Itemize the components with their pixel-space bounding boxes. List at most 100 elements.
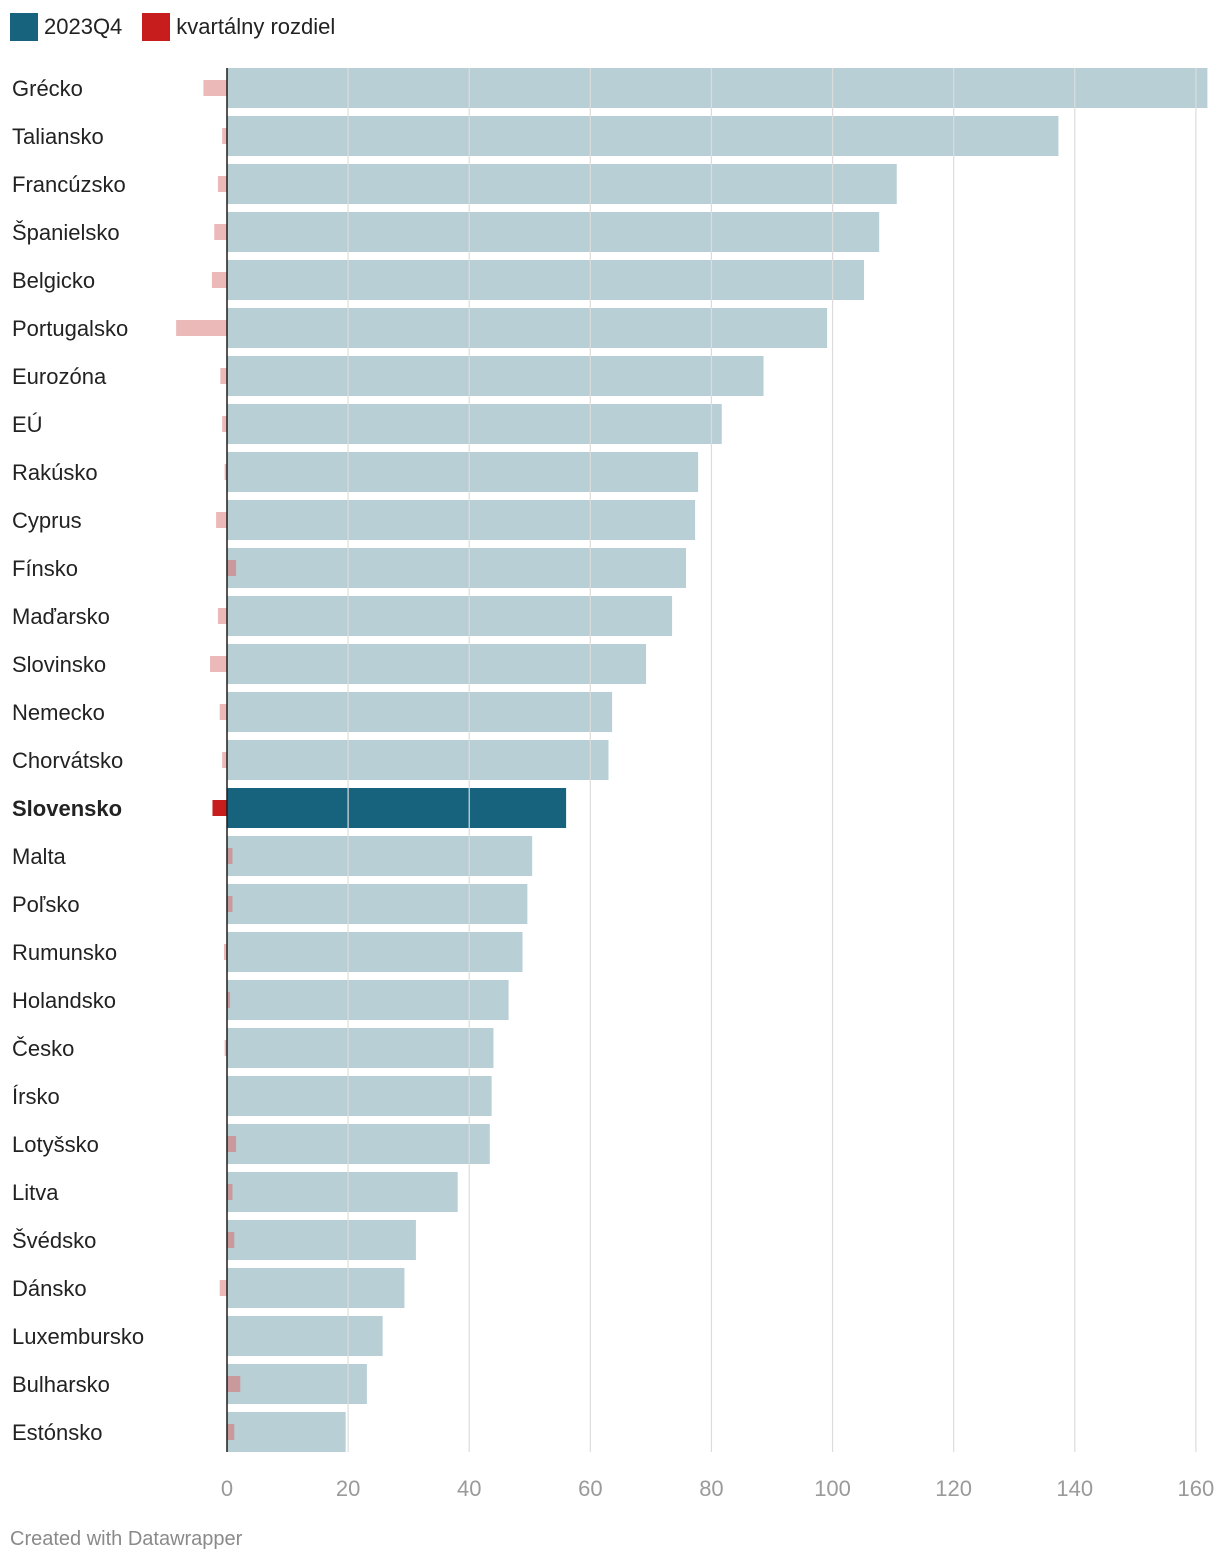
legend-item-diff: kvartálny rozdiel: [142, 13, 335, 41]
row-label-rumunsko: Rumunsko: [12, 940, 117, 965]
bar-svedsko: [227, 1220, 416, 1260]
bar-lotyssko: [227, 1124, 490, 1164]
row-label-finsko: Fínsko: [12, 556, 78, 581]
bar-madarsko: [227, 596, 673, 636]
x-tick-label-100: 100: [814, 1476, 851, 1501]
x-tick-label-140: 140: [1056, 1476, 1093, 1501]
x-tick-label-40: 40: [457, 1476, 481, 1501]
bar-cyprus: [227, 500, 696, 540]
row-label-spanielsko: Španielsko: [12, 220, 120, 245]
bar-rakusko: [227, 452, 699, 492]
diff-bar-eu: [222, 416, 227, 432]
diff-bar-portugalsko: [176, 320, 227, 336]
bar-grecko: [227, 68, 1208, 108]
gridlines-group: [347, 68, 1197, 1452]
x-tick-label-120: 120: [935, 1476, 972, 1501]
bar-francuzsko: [227, 164, 897, 204]
bar-bulharsko: [227, 1364, 367, 1404]
x-tick-label-160: 160: [1178, 1476, 1215, 1501]
diff-bar-malta: [227, 848, 233, 864]
row-label-rakusko: Rakúsko: [12, 460, 98, 485]
row-label-eu: EÚ: [12, 412, 43, 437]
row-label-portugalsko: Portugalsko: [12, 316, 128, 341]
diff-bar-lotyssko: [227, 1136, 237, 1152]
legend-swatch-diff: [142, 13, 171, 41]
diff-bar-francuzsko: [217, 176, 227, 192]
row-label-cesko: Česko: [12, 1036, 74, 1061]
bar-chorvatsko: [227, 740, 609, 780]
row-label-madarsko: Maďarsko: [12, 604, 110, 629]
bar-belgicko: [227, 260, 865, 300]
bar-chart: Grécko Taliansko Francúzsko Španielsko Belgi…: [12, 68, 1214, 1501]
row-label-belgicko: Belgicko: [12, 268, 95, 293]
row-label-svedsko: Švédsko: [12, 1228, 96, 1253]
footer-credit: Created with Datawrapper: [10, 1528, 243, 1550]
legend-swatch-2023q4: [10, 13, 38, 41]
bar-eurozona: [227, 356, 764, 396]
diff-bar-rumunsko: [223, 944, 227, 960]
row-labels-group: Grécko Taliansko Francúzsko Španielsko Belgi…: [12, 76, 144, 1445]
row-label-malta: Malta: [12, 844, 67, 869]
x-tick-label-60: 60: [578, 1476, 602, 1501]
bar-estonsko: [227, 1412, 346, 1452]
x-ticks-group: 0 20 40 60 80 100 120 140 160: [221, 1476, 1214, 1501]
legend-item-2023q4: 2023Q4: [10, 13, 122, 41]
bar-finsko: [227, 548, 687, 588]
diff-bar-bulharsko: [227, 1376, 241, 1392]
diff-bar-polsko: [227, 896, 233, 912]
bar-rumunsko: [227, 932, 523, 972]
bar-holandsko: [227, 980, 509, 1020]
row-label-holandsko: Holandsko: [12, 988, 116, 1013]
bar-polsko: [227, 884, 528, 924]
row-label-slovensko: Slovensko: [12, 796, 122, 821]
diff-bar-chorvatsko: [222, 752, 227, 768]
row-label-nemecko: Nemecko: [12, 700, 105, 725]
row-label-grecko: Grécko: [12, 76, 83, 101]
x-tick-label-80: 80: [699, 1476, 723, 1501]
diff-bar-cesko: [224, 1040, 227, 1056]
bar-eu: [227, 404, 722, 444]
diff-bar-taliansko: [222, 128, 227, 144]
row-label-estonsko: Estónsko: [12, 1420, 103, 1445]
bar-litva: [227, 1172, 458, 1212]
diff-bar-finsko: [227, 560, 237, 576]
row-label-lotyssko: Lotyšsko: [12, 1132, 99, 1157]
x-tick-label-20: 20: [336, 1476, 360, 1501]
row-label-polsko: Poľsko: [12, 892, 80, 917]
bar-portugalsko: [227, 308, 828, 348]
bar-luxembursko: [227, 1316, 383, 1356]
bar-taliansko: [227, 116, 1059, 156]
diff-bar-svedsko: [227, 1232, 235, 1248]
row-label-chorvatsko: Chorvátsko: [12, 748, 123, 773]
bar-spanielsko: [227, 212, 880, 252]
diff-bar-cyprus: [216, 512, 227, 528]
row-label-francuzsko: Francúzsko: [12, 172, 126, 197]
diff-bar-rakusko: [224, 464, 227, 480]
diff-bar-eurozona: [220, 368, 227, 384]
row-label-eurozona: Eurozóna: [12, 364, 107, 389]
bar-slovensko: [227, 788, 567, 828]
diff-bar-estonsko: [227, 1424, 235, 1440]
diff-bar-belgicko: [211, 272, 227, 288]
diff-bar-dansko: [219, 1280, 227, 1296]
row-label-cyprus: Cyprus: [12, 508, 82, 533]
row-label-dansko: Dánsko: [12, 1276, 87, 1301]
diff-bar-spanielsko: [214, 224, 227, 240]
diff-bar-nemecko: [219, 704, 227, 720]
diff-bar-holandsko: [227, 992, 231, 1008]
x-tick-label-0: 0: [221, 1476, 233, 1501]
bar-dansko: [227, 1268, 405, 1308]
diff-bar-madarsko: [217, 608, 227, 624]
diff-bar-litva: [227, 1184, 233, 1200]
legend: 2023Q4 kvartálny rozdiel: [10, 12, 355, 42]
row-label-bulharsko: Bulharsko: [12, 1372, 110, 1397]
diff-bar-slovinsko: [210, 656, 227, 672]
bars-group: [227, 68, 1208, 1452]
bar-slovinsko: [227, 644, 647, 684]
bar-malta: [227, 836, 533, 876]
diff-bar-grecko: [203, 80, 227, 96]
row-label-litva: Litva: [12, 1180, 59, 1205]
row-label-luxembursko: Luxembursko: [12, 1324, 144, 1349]
row-label-taliansko: Taliansko: [12, 124, 104, 149]
bar-nemecko: [227, 692, 613, 732]
